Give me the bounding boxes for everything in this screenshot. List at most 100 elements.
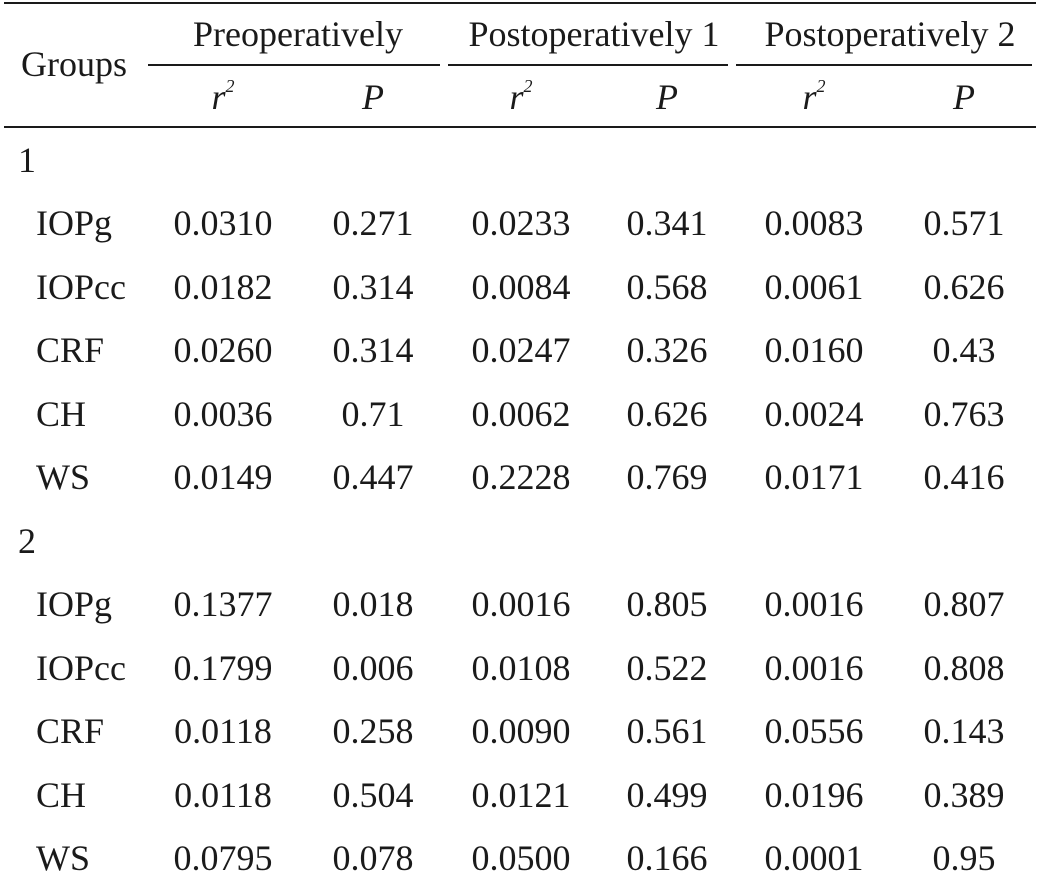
cell-value: 0.95	[888, 827, 1040, 890]
cell-value: 0.0001	[740, 827, 888, 890]
cell-value: 0.0083	[740, 192, 888, 256]
cell-value: 0.389	[888, 763, 1040, 827]
table-row: WS 0.0149 0.447 0.2228 0.769 0.0171 0.41…	[0, 446, 1040, 510]
cell-value: 0.807	[888, 573, 1040, 637]
cell-value: 0.078	[298, 827, 448, 890]
table-row: CH 0.0118 0.504 0.0121 0.499 0.0196 0.38…	[0, 763, 1040, 827]
cell-value: 0.341	[594, 192, 740, 256]
cell-value: 0.0118	[148, 763, 298, 827]
cell-value: 0.763	[888, 382, 1040, 446]
header-row-subcolumns: r2 P r2 P r2 P	[0, 66, 1040, 128]
row-label: CH	[0, 382, 148, 446]
cell-value: 0.0795	[148, 827, 298, 890]
cell-value: 0.416	[888, 446, 1040, 510]
subheader-p: P	[298, 66, 448, 128]
cell-value: 0.71	[298, 382, 448, 446]
cell-value: 0.0108	[448, 636, 594, 700]
header-row-periods: Groups Preoperatively Postoperatively 1 …	[0, 0, 1040, 66]
cell-value: 0.0247	[448, 319, 594, 383]
cell-value: 0.447	[298, 446, 448, 510]
cell-value: 0.0121	[448, 763, 594, 827]
row-label: WS	[0, 827, 148, 890]
group-row-2: 2	[0, 509, 1040, 573]
cell-value: 0.1799	[148, 636, 298, 700]
table-header: Groups Preoperatively Postoperatively 1 …	[0, 0, 1040, 128]
table-body: 1 IOPg 0.0310 0.271 0.0233 0.341 0.0083 …	[0, 128, 1040, 890]
row-label: IOPg	[0, 192, 148, 256]
subheader-p: P	[594, 66, 740, 128]
table-row: CRF 0.0260 0.314 0.0247 0.326 0.0160 0.4…	[0, 319, 1040, 383]
cell-value: 0.504	[298, 763, 448, 827]
cell-value: 0.571	[888, 192, 1040, 256]
cell-value: 0.258	[298, 700, 448, 764]
cell-value: 0.314	[298, 255, 448, 319]
cell-value: 0.166	[594, 827, 740, 890]
row-label: CH	[0, 763, 148, 827]
cell-value: 0.0024	[740, 382, 888, 446]
row-label: WS	[0, 446, 148, 510]
cell-value: 0.0149	[148, 446, 298, 510]
cell-value: 0.143	[888, 700, 1040, 764]
cell-value: 0.326	[594, 319, 740, 383]
cell-value: 0.271	[298, 192, 448, 256]
cell-value: 0.018	[298, 573, 448, 637]
row-label: IOPg	[0, 573, 148, 637]
cell-value: 0.006	[298, 636, 448, 700]
cell-value: 0.805	[594, 573, 740, 637]
subheader-r2: r2	[740, 66, 888, 128]
cell-value: 0.0196	[740, 763, 888, 827]
cell-value: 0.0016	[740, 636, 888, 700]
cell-value: 0.314	[298, 319, 448, 383]
cell-value: 0.0500	[448, 827, 594, 890]
subheader-p: P	[888, 66, 1040, 128]
period-header-preoperatively: Preoperatively	[148, 0, 448, 66]
cell-value: 0.0084	[448, 255, 594, 319]
cell-value: 0.0036	[148, 382, 298, 446]
cell-value: 0.0016	[740, 573, 888, 637]
cell-value: 0.0171	[740, 446, 888, 510]
cell-value: 0.0182	[148, 255, 298, 319]
cell-value: 0.0062	[448, 382, 594, 446]
table-row: IOPcc 0.0182 0.314 0.0084 0.568 0.0061 0…	[0, 255, 1040, 319]
cell-value: 0.568	[594, 255, 740, 319]
cell-value: 0.0090	[448, 700, 594, 764]
cell-value: 0.499	[594, 763, 740, 827]
group-row-1: 1	[0, 128, 1040, 192]
table-row: IOPg 0.1377 0.018 0.0016 0.805 0.0016 0.…	[0, 573, 1040, 637]
group-label: 2	[0, 509, 1040, 573]
subheader-r2: r2	[448, 66, 594, 128]
row-label: IOPcc	[0, 636, 148, 700]
groups-header: Groups	[0, 0, 148, 128]
row-label: IOPcc	[0, 255, 148, 319]
cell-value: 0.0260	[148, 319, 298, 383]
table-row: IOPg 0.0310 0.271 0.0233 0.341 0.0083 0.…	[0, 192, 1040, 256]
table-row: CRF 0.0118 0.258 0.0090 0.561 0.0556 0.1…	[0, 700, 1040, 764]
row-label: CRF	[0, 700, 148, 764]
table-row: IOPcc 0.1799 0.006 0.0108 0.522 0.0016 0…	[0, 636, 1040, 700]
row-label: CRF	[0, 319, 148, 383]
subheader-r2: r2	[148, 66, 298, 128]
cell-value: 0.626	[888, 255, 1040, 319]
group-label: 1	[0, 128, 1040, 192]
cell-value: 0.769	[594, 446, 740, 510]
cell-value: 0.0160	[740, 319, 888, 383]
table-row: WS 0.0795 0.078 0.0500 0.166 0.0001 0.95	[0, 827, 1040, 890]
cell-value: 0.1377	[148, 573, 298, 637]
cell-value: 0.522	[594, 636, 740, 700]
cell-value: 0.0310	[148, 192, 298, 256]
cell-value: 0.0118	[148, 700, 298, 764]
cell-value: 0.808	[888, 636, 1040, 700]
cell-value: 0.43	[888, 319, 1040, 383]
cell-value: 0.2228	[448, 446, 594, 510]
cell-value: 0.626	[594, 382, 740, 446]
cell-value: 0.0061	[740, 255, 888, 319]
period-header-postoperatively-1: Postoperatively 1	[448, 0, 740, 66]
period-header-postoperatively-2: Postoperatively 2	[740, 0, 1040, 66]
cell-value: 0.0233	[448, 192, 594, 256]
cell-value: 0.561	[594, 700, 740, 764]
cell-value: 0.0556	[740, 700, 888, 764]
cell-value: 0.0016	[448, 573, 594, 637]
table-row: CH 0.0036 0.71 0.0062 0.626 0.0024 0.763	[0, 382, 1040, 446]
